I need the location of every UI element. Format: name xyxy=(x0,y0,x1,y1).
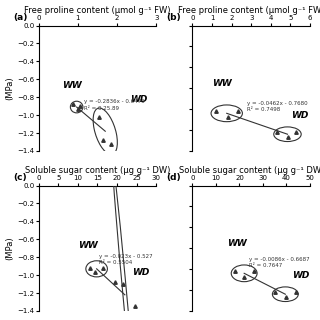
Text: WD: WD xyxy=(292,111,309,120)
Text: WW: WW xyxy=(227,239,247,248)
Text: WW: WW xyxy=(78,241,98,250)
X-axis label: Free proline content (μmol g⁻¹ FW): Free proline content (μmol g⁻¹ FW) xyxy=(24,5,171,14)
Text: y = -0.0462x - 0.7680
R² = 0.7498: y = -0.0462x - 0.7680 R² = 0.7498 xyxy=(247,101,308,112)
X-axis label: Soluble sugar content (μg g⁻¹ DW): Soluble sugar content (μg g⁻¹ DW) xyxy=(25,165,170,174)
Text: WD: WD xyxy=(292,271,309,280)
Text: y = -0.2836x - 0.6476
R² = 0.25.89: y = -0.2836x - 0.6476 R² = 0.25.89 xyxy=(84,99,144,111)
Text: WD: WD xyxy=(130,95,147,104)
Text: (a): (a) xyxy=(13,13,27,22)
Text: WW: WW xyxy=(62,81,82,90)
Text: (c): (c) xyxy=(13,173,26,182)
Text: y = -0.023x - 0.527
R² = 0.5504: y = -0.023x - 0.527 R² = 0.5504 xyxy=(100,253,153,265)
Y-axis label: (MPa): (MPa) xyxy=(5,236,14,260)
Y-axis label: (MPa): (MPa) xyxy=(5,76,14,100)
Text: WW: WW xyxy=(212,79,232,88)
Text: y = -0.0086x - 0.6687
R² = 0.7647: y = -0.0086x - 0.6687 R² = 0.7647 xyxy=(249,257,309,268)
Text: WD: WD xyxy=(132,268,149,277)
X-axis label: Soluble sugar content (μg g⁻¹ DW): Soluble sugar content (μg g⁻¹ DW) xyxy=(179,165,320,174)
Text: (d): (d) xyxy=(167,173,181,182)
X-axis label: Free proline content (μmol g⁻¹ FW): Free proline content (μmol g⁻¹ FW) xyxy=(178,5,320,14)
Text: (b): (b) xyxy=(167,13,181,22)
